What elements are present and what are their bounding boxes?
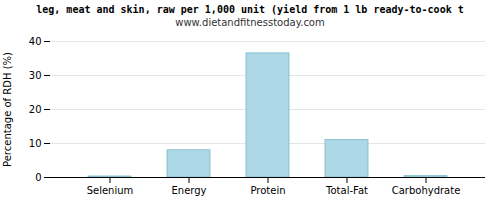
svg-text:Percentage of RDH (%): Percentage of RDH (%) bbox=[2, 52, 13, 167]
svg-text:30: 30 bbox=[29, 70, 42, 81]
svg-text:Protein: Protein bbox=[250, 185, 285, 196]
html-text:www.dietandfitnesstoday.com: www.dietandfitnesstoday.com bbox=[175, 17, 325, 28]
svg-text:Carbohydrate: Carbohydrate bbox=[392, 185, 461, 196]
svg-text:Total-Fat: Total-Fat bbox=[325, 185, 368, 196]
svg-text:20: 20 bbox=[29, 104, 42, 115]
svg-text:10: 10 bbox=[29, 138, 42, 149]
svg-text:Energy: Energy bbox=[171, 185, 206, 196]
svg-text:0: 0 bbox=[35, 172, 41, 183]
html-text:leg, meat and skin, raw per 1,: leg, meat and skin, raw per 1,000 unit (… bbox=[36, 4, 464, 15]
svg-text:40: 40 bbox=[29, 36, 42, 47]
svg-text:Selenium: Selenium bbox=[87, 185, 134, 196]
